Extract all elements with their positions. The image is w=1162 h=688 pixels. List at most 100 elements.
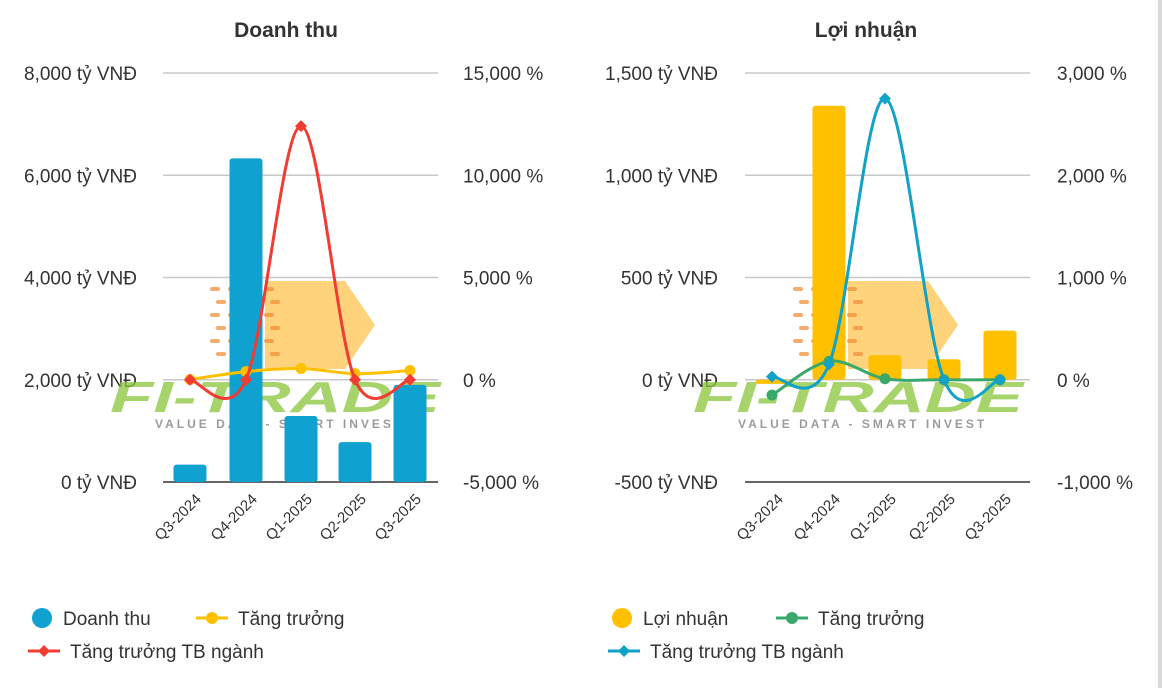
y-left-tick-label: 6,000 tỷ VNĐ [24,166,137,187]
watermark-dash [793,339,803,343]
y-right-tick-label: 0 % [1057,371,1090,392]
x-tick-label: Q2-2025 [906,491,959,544]
x-tick-label: Q4-2024 [208,491,261,544]
x-tick-label: Q4-2024 [791,491,844,544]
point-marker-diamond [184,373,196,386]
watermark-dash [270,352,280,356]
watermark-dash [799,326,809,330]
bar-Q2-2025 [338,442,372,482]
legend-label: Doanh thu [63,609,151,630]
x-tick-label: Q3-2025 [962,491,1015,544]
point-marker-diamond [938,373,950,386]
legend-swatch-marker [618,645,630,657]
watermark-dash [270,326,280,330]
point-marker-diamond [879,92,891,105]
watermark-dash [793,313,803,317]
y-right-tick-label: 15,000 % [463,64,543,85]
legend-label: Tăng trưởng TB ngành [70,642,264,663]
y-right-tick-label: 5,000 % [463,269,533,290]
point-marker-diamond [766,370,778,383]
watermark-dash [216,352,226,356]
point-marker-diamond [994,373,1006,386]
y-right-tick-label: 3,000 % [1057,64,1127,85]
point-marker-circle [766,389,778,401]
point-marker-diamond [823,358,835,371]
legend-swatch-marker [786,612,798,624]
legend-label: Lợi nhuận [643,609,728,630]
legend: Doanh thu Tăng trưởng Tăng trưởng TB ngành [28,608,345,663]
legend-swatch [612,608,632,628]
y-right-tick-label: -5,000 % [463,473,539,494]
bar-Q3-2025 [393,384,427,482]
y-left-tick-label: 500 tỷ VNĐ [621,269,718,290]
watermark-dash [853,352,863,356]
point-marker-circle [404,365,416,377]
watermark-dash [210,313,220,317]
chart-panel-2: Lợi nhuận -500 tỷ VNĐ 0 tỷ VNĐ 500 tỷ VNĐ 1,… [605,19,1133,663]
watermark-dash [853,300,863,304]
point-marker-diamond [240,373,252,386]
chart-panel-1: Doanh thu 0 tỷ VNĐ 2,000 tỷ VNĐ 4,000 tỷ VN… [24,19,543,663]
bar-Q3-2024 [173,464,207,482]
y-left-tick-label: 0 tỷ VNĐ [61,473,137,494]
legend-swatch-marker [206,612,218,624]
y-left-tick-label: 1,000 tỷ VNĐ [605,166,718,187]
y-right-tick-label: 0 % [463,371,496,392]
panel-edge [1158,0,1162,688]
y-left-tick-label: 8,000 tỷ VNĐ [24,64,137,85]
x-tick-label: Q3-2024 [152,491,205,544]
watermark-dash [847,339,857,343]
watermark-dash [847,287,857,291]
watermark-dash [847,313,857,317]
x-tick-label: Q1-2025 [847,491,900,544]
point-marker-diamond [349,373,361,386]
y-right-tick-label: 1,000 % [1057,269,1127,290]
watermark-dash [853,326,863,330]
point-marker-diamond [404,373,416,386]
watermark-logo: FI-TRADE [110,373,443,422]
legend-item: Lợi nhuận [612,608,728,630]
legend-swatch-marker [38,645,50,657]
chart-title: Lợi nhuận [815,19,917,42]
watermark-dash [210,339,220,343]
watermark-dash [216,326,226,330]
watermark-dash [210,287,220,291]
watermark-arrow-shape [848,281,958,369]
watermark-dash [799,352,809,356]
watermark-tagline: VALUE DATA - SMART INVEST [738,417,987,431]
legend-item: Tăng trưởng TB ngành [608,642,844,663]
legend-swatch [32,608,52,628]
bar-Q1-2025 [284,416,318,482]
bar-Q3-2025 [983,330,1017,380]
legend-item: Tăng trưởng [196,609,345,630]
legend-label: Tăng trưởng [818,609,925,630]
watermark-dash [270,300,280,304]
y-right-tick-label: 2,000 % [1057,166,1127,187]
watermark-dash [216,300,226,304]
y-left-tick-label: 1,500 tỷ VNĐ [605,64,718,85]
y-right-tick-label: 10,000 % [463,166,543,187]
point-marker-diamond [295,120,307,133]
legend: Lợi nhuận Tăng trưởng Tăng trưởng TB ngành [608,608,925,663]
y-left-tick-label: -500 tỷ VNĐ [615,473,718,494]
x-tick-label: Q1-2025 [263,491,316,544]
legend-item: Doanh thu [32,608,151,630]
watermark-dash [264,313,274,317]
point-marker-circle [295,363,307,375]
watermark-tagline: VALUE DATA - SMART INVEST [155,417,404,431]
watermark-dash [799,300,809,304]
bar-Q1-2025 [868,355,902,380]
y-left-tick-label: 2,000 tỷ VNĐ [24,371,137,392]
legend-label: Tăng trưởng TB ngành [650,642,844,663]
bar-Q4-2024 [229,158,263,482]
x-tick-label: Q3-2024 [734,491,787,544]
bar-Q4-2024 [812,105,846,380]
watermark-arrow-shape [265,281,375,369]
x-tick-label: Q2-2025 [317,491,370,544]
legend-label: Tăng trưởng [238,609,345,630]
legend-item: Tăng trưởng TB ngành [28,642,264,663]
legend-item: Tăng trưởng [776,609,925,630]
